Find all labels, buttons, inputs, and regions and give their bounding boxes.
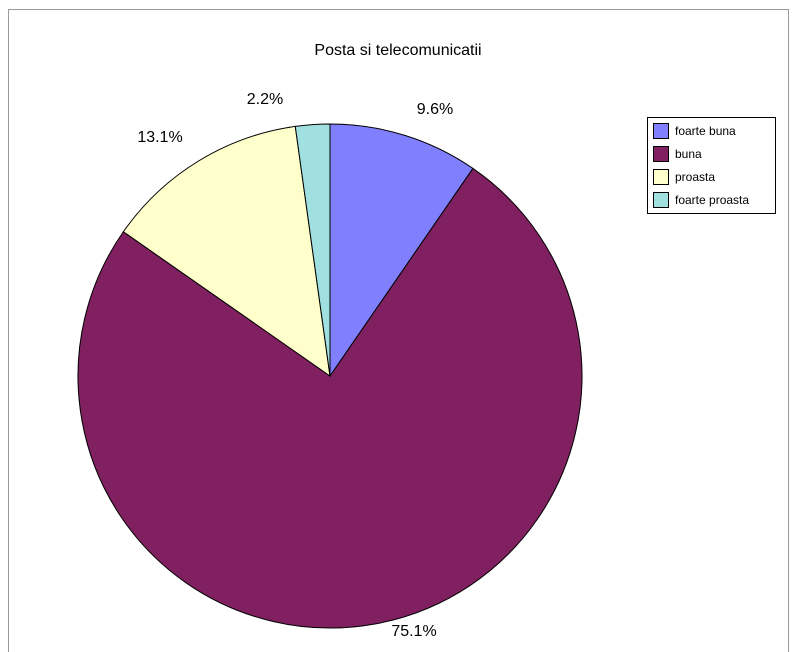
legend-item-proasta: proasta: [653, 169, 715, 185]
pie-data-labels: 9.6% 75.1% 13.1% 2.2%: [137, 91, 453, 640]
legend-label: buna: [675, 147, 702, 161]
chart-title: Posta si telecomunicatii: [314, 42, 482, 59]
pie-data-label: 9.6%: [417, 101, 453, 118]
legend-item-foarte-buna: foarte buna: [653, 123, 736, 139]
legend-item-buna: buna: [653, 146, 702, 162]
pie-slice-foarte-proasta: [294, 123, 331, 377]
pie-data-label: 75.1%: [391, 623, 436, 640]
legend-label: foarte proasta: [675, 193, 750, 207]
legend-item-foarte-proasta: foarte proasta: [653, 192, 749, 208]
legend-label: foarte buna: [675, 124, 736, 138]
chart-frame: [8, 9, 789, 652]
pie-slice-foarte-buna: [329, 123, 474, 378]
pie-data-label: 2.2%: [247, 91, 283, 108]
legend-swatch: [653, 123, 669, 139]
pie-slice-proasta: [122, 125, 331, 378]
pie-slices: [77, 123, 583, 629]
chart-legend: foarte buna buna proasta foarte proasta: [647, 117, 776, 214]
legend-swatch: [653, 192, 669, 208]
pie-data-label: 13.1%: [137, 129, 182, 146]
legend-label: proasta: [675, 170, 716, 184]
legend-swatch: [653, 146, 669, 162]
legend-swatch: [653, 169, 669, 185]
pie-slice-buna: [77, 167, 583, 629]
